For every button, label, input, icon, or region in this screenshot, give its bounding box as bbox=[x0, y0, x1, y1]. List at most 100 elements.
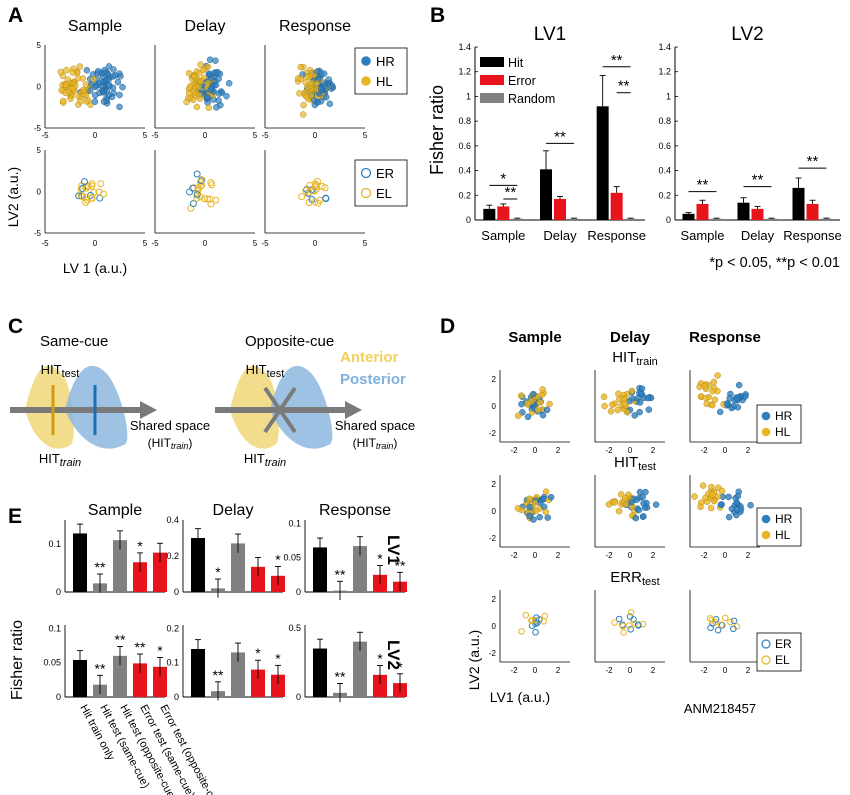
scatter-point bbox=[326, 100, 334, 108]
sig-star: ** bbox=[95, 559, 106, 575]
legend-marker bbox=[361, 56, 371, 66]
bar bbox=[682, 213, 695, 220]
paren: ) bbox=[393, 436, 397, 450]
scatter-point bbox=[714, 372, 721, 379]
significance-markers: ** ** ** bbox=[688, 153, 827, 194]
panel-letter-a: A bbox=[8, 4, 23, 27]
y-tick-label: 0 bbox=[296, 692, 301, 702]
scatter-point bbox=[607, 408, 615, 415]
scatter-point bbox=[80, 178, 88, 186]
bar bbox=[113, 540, 127, 592]
y-tick-label: 1 bbox=[466, 91, 471, 101]
x-tick-label: 0 bbox=[203, 239, 208, 248]
sig-star: * bbox=[377, 550, 383, 566]
scatter-subplot: -5 0 5 bbox=[261, 150, 368, 248]
scatter-point bbox=[207, 86, 215, 93]
x-tick-label: 2 bbox=[746, 446, 751, 455]
y-tick-label: 0.4 bbox=[658, 166, 671, 176]
x-tick-label: -2 bbox=[510, 551, 518, 560]
y-tick-label: 0.6 bbox=[458, 141, 471, 151]
scatter-point bbox=[542, 508, 550, 516]
y-tick-label: 0 bbox=[37, 188, 42, 197]
shared-space-sub: (HITtrain) bbox=[148, 436, 193, 451]
scatter-point bbox=[710, 378, 718, 386]
scatter-subplot: 2 0 -2 -2 0 2 bbox=[489, 370, 570, 455]
scatter-point bbox=[91, 98, 99, 105]
scatter-point bbox=[312, 181, 320, 189]
row-label: HITtrain bbox=[612, 349, 658, 368]
bar bbox=[271, 674, 285, 697]
scatter-subplot: -2 0 2 bbox=[594, 370, 665, 455]
scatter-subplot: -2 0 2 bbox=[689, 370, 760, 455]
legend: HR HL bbox=[354, 47, 408, 95]
x-tick-label: -2 bbox=[605, 666, 613, 675]
scatter-point bbox=[699, 482, 707, 489]
y-axis-label: LV2 (a.u.) bbox=[466, 630, 482, 690]
sig-star: * bbox=[137, 538, 143, 554]
x-tick-label: -5 bbox=[261, 131, 269, 140]
x-tick-label: 2 bbox=[651, 551, 656, 560]
scatter-point bbox=[63, 66, 70, 74]
scatter-point bbox=[622, 494, 629, 502]
scatter-point bbox=[305, 188, 313, 196]
scatter-point bbox=[709, 491, 716, 498]
scatter-point bbox=[601, 402, 608, 410]
scatter-point bbox=[215, 75, 222, 83]
scatter-point bbox=[204, 94, 211, 101]
scatter-point bbox=[196, 178, 204, 186]
scatter-point bbox=[189, 200, 197, 208]
legend: ER EL bbox=[756, 632, 802, 672]
bar bbox=[73, 659, 87, 697]
x-tick-label: 0 bbox=[628, 666, 633, 675]
scatter-subplot: 5 0 -5-5 0 5 bbox=[34, 146, 148, 248]
y-tick-label: 0 bbox=[174, 692, 179, 702]
scatter-point bbox=[306, 66, 314, 74]
scatter-point bbox=[635, 622, 642, 629]
scatter-point bbox=[208, 181, 216, 189]
scatter-point bbox=[193, 170, 201, 178]
scatter-point bbox=[537, 399, 544, 406]
legend-box bbox=[756, 632, 802, 672]
scatter-point bbox=[640, 513, 647, 520]
scatter-point bbox=[297, 75, 305, 83]
scatter-point bbox=[514, 412, 522, 419]
bar bbox=[696, 203, 709, 220]
legend-label: Hit bbox=[508, 56, 524, 70]
bar bbox=[624, 218, 637, 220]
subplot-title: Delay bbox=[213, 502, 254, 519]
scatter-point bbox=[215, 90, 223, 97]
scatter-point bbox=[95, 68, 102, 75]
legend-marker bbox=[761, 411, 771, 421]
scatter-point bbox=[737, 506, 745, 513]
subscript: test bbox=[638, 461, 656, 473]
scatter-point bbox=[728, 505, 736, 513]
arrow-head bbox=[140, 401, 157, 419]
scatter-point bbox=[723, 400, 731, 407]
subscript: train bbox=[376, 441, 394, 451]
scatter-point bbox=[619, 622, 627, 630]
bar bbox=[231, 543, 245, 592]
subscript: train bbox=[60, 457, 81, 469]
y-tick-label: -2 bbox=[489, 534, 497, 543]
scatter-point bbox=[542, 488, 550, 495]
legend-label: HR bbox=[376, 54, 395, 69]
x-tick-label: 0 bbox=[313, 239, 318, 248]
y-tick-label: 1 bbox=[666, 91, 671, 101]
scatter-point bbox=[225, 80, 233, 87]
hit-train-label: HITtrain bbox=[39, 451, 81, 469]
subscript: test bbox=[267, 368, 285, 380]
scatter-point bbox=[620, 629, 627, 636]
subplot-title: Sample bbox=[68, 18, 122, 35]
bar bbox=[792, 187, 805, 220]
scatter-point bbox=[62, 81, 70, 88]
subscript: test bbox=[62, 368, 80, 380]
bar bbox=[133, 663, 147, 697]
scatter-point bbox=[87, 87, 94, 95]
scatter-point bbox=[615, 390, 622, 397]
subscript: test bbox=[642, 576, 660, 588]
x-tick-label: 2 bbox=[651, 666, 656, 675]
scatter-point bbox=[212, 81, 220, 89]
row-label: ERRtest bbox=[610, 569, 659, 588]
